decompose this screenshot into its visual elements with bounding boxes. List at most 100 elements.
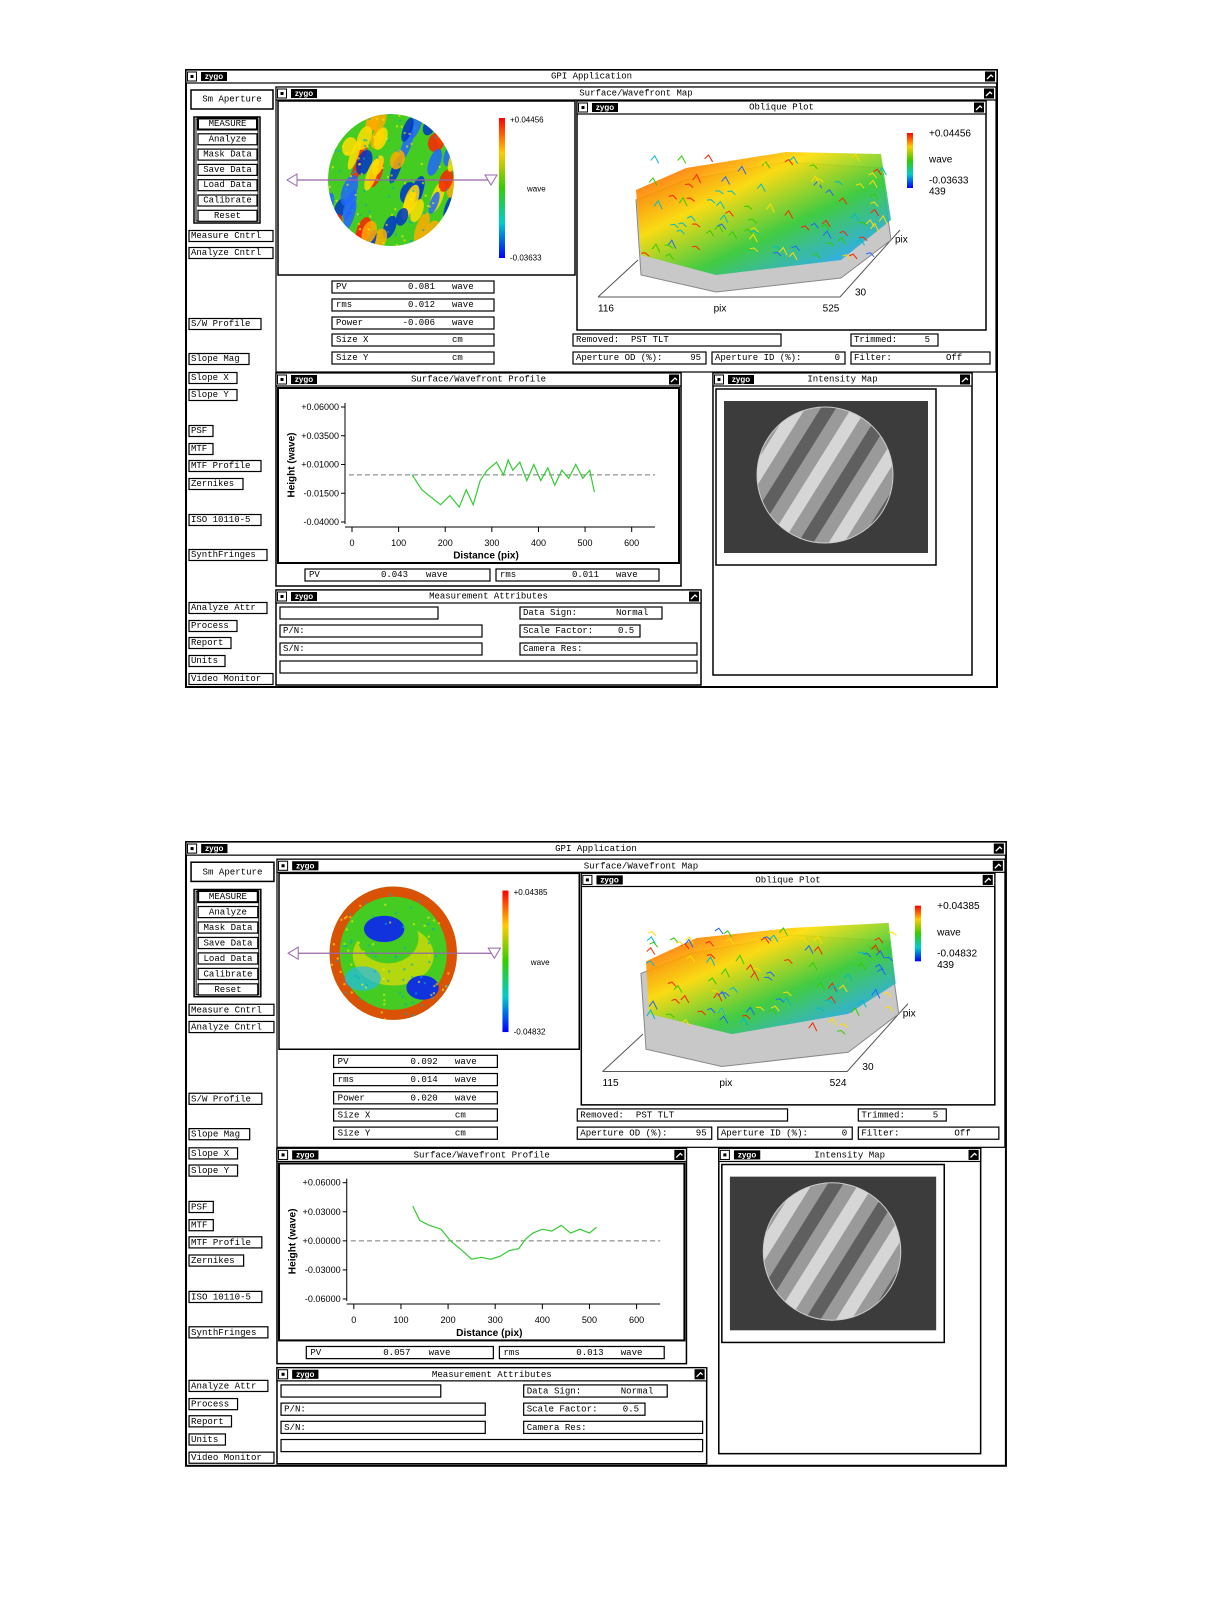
side-button[interactable] bbox=[188, 1200, 214, 1214]
command-button[interactable] bbox=[197, 967, 259, 981]
surface-speckle bbox=[383, 1003, 386, 1006]
command-button[interactable] bbox=[197, 209, 258, 222]
side-button[interactable] bbox=[188, 513, 262, 527]
side-button[interactable] bbox=[188, 1379, 269, 1393]
oblique-top bbox=[636, 152, 891, 275]
side-button[interactable] bbox=[188, 229, 274, 243]
surface-streak bbox=[410, 199, 424, 223]
side-button[interactable] bbox=[188, 246, 274, 260]
command-button[interactable] bbox=[197, 179, 258, 192]
oblique-texture bbox=[676, 229, 685, 235]
logo-badge bbox=[201, 844, 228, 854]
side-button[interactable] bbox=[188, 1147, 239, 1160]
oblique-texture bbox=[719, 214, 729, 224]
fringe bbox=[763, 1182, 889, 1321]
side-button[interactable] bbox=[188, 619, 238, 633]
data-sign-field bbox=[523, 1384, 668, 1398]
command-button[interactable] bbox=[197, 194, 258, 207]
result-field bbox=[332, 1126, 498, 1140]
side-button[interactable] bbox=[188, 1003, 275, 1016]
surface-blob bbox=[406, 975, 439, 1000]
surface-speckle bbox=[364, 203, 368, 207]
side-button[interactable] bbox=[188, 1219, 214, 1232]
logo: zygo bbox=[295, 89, 313, 98]
side-button-label: SynthFringes bbox=[191, 1327, 256, 1338]
side-button[interactable] bbox=[188, 672, 274, 686]
command-button[interactable] bbox=[197, 921, 259, 934]
y-tick-label: +0.03000 bbox=[303, 1207, 341, 1217]
window-title: Surface/Wavefront Map bbox=[584, 860, 698, 871]
surface-speckle bbox=[363, 144, 367, 148]
oblique-texture bbox=[865, 219, 875, 227]
command-button[interactable] bbox=[197, 890, 259, 904]
close-box-dot bbox=[585, 878, 589, 882]
side-button-label: Process bbox=[191, 1399, 229, 1410]
side-button[interactable] bbox=[188, 1451, 275, 1464]
intensity-rim bbox=[756, 406, 894, 544]
aperture-button-label: Sm Aperture bbox=[202, 95, 261, 105]
side-button[interactable] bbox=[188, 548, 268, 562]
side-button[interactable] bbox=[188, 459, 262, 473]
surface-speckle bbox=[343, 917, 347, 920]
surface-speckle bbox=[385, 223, 388, 227]
command-button[interactable] bbox=[197, 163, 258, 177]
surface-speckle bbox=[380, 1011, 384, 1014]
surface-speckle bbox=[389, 893, 392, 897]
side-button[interactable] bbox=[188, 1254, 245, 1267]
command-button[interactable] bbox=[197, 905, 259, 919]
side-button[interactable] bbox=[188, 352, 250, 366]
oblique-texture bbox=[706, 1007, 716, 1014]
x-tick-label: 600 bbox=[629, 1315, 644, 1325]
side-button[interactable] bbox=[188, 1415, 233, 1428]
side-button[interactable] bbox=[188, 388, 238, 402]
aperture-button[interactable] bbox=[190, 89, 274, 110]
side-button[interactable] bbox=[188, 477, 244, 491]
command-button-label: Mask Data bbox=[203, 150, 252, 160]
oblique-texture bbox=[821, 219, 831, 228]
side-button[interactable] bbox=[188, 1433, 227, 1446]
command-button[interactable] bbox=[197, 983, 259, 996]
oblique-texture bbox=[711, 990, 721, 995]
oblique-texture bbox=[798, 936, 808, 944]
surface-speckle bbox=[446, 984, 449, 988]
surface-speckle bbox=[423, 981, 427, 985]
oblique-texture bbox=[681, 1018, 691, 1027]
side-button[interactable] bbox=[188, 601, 268, 615]
result-field bbox=[332, 1072, 498, 1087]
side-button[interactable] bbox=[188, 1236, 263, 1249]
oblique-texture bbox=[784, 209, 794, 219]
side-button[interactable] bbox=[188, 317, 262, 331]
cut-marker-start bbox=[286, 173, 298, 187]
side-button[interactable] bbox=[188, 1092, 263, 1105]
side-button[interactable] bbox=[188, 442, 214, 456]
surface-speckle bbox=[413, 127, 416, 130]
result-field bbox=[331, 351, 495, 365]
command-button[interactable] bbox=[197, 117, 258, 131]
y-tick-label: +0.06000 bbox=[303, 1178, 341, 1188]
aperture-button[interactable] bbox=[190, 861, 275, 883]
side-button[interactable] bbox=[188, 1290, 263, 1304]
removed-field-text: Removed: bbox=[576, 335, 619, 345]
logo: zygo bbox=[205, 72, 223, 81]
oblique-texture bbox=[772, 246, 782, 251]
surface-speckle bbox=[336, 957, 339, 960]
command-button[interactable] bbox=[197, 148, 258, 161]
command-button[interactable] bbox=[197, 133, 258, 146]
command-button[interactable] bbox=[197, 936, 259, 950]
side-button[interactable] bbox=[188, 1164, 239, 1177]
side-button[interactable] bbox=[188, 1128, 251, 1141]
side-button[interactable] bbox=[188, 1397, 239, 1411]
side-button[interactable] bbox=[188, 654, 226, 668]
surface-speckle bbox=[354, 170, 357, 174]
surface-speckle bbox=[358, 904, 362, 907]
side-button[interactable] bbox=[188, 636, 232, 650]
profile-line bbox=[411, 458, 595, 509]
side-button[interactable] bbox=[188, 1326, 269, 1339]
command-button[interactable] bbox=[197, 952, 259, 965]
side-button[interactable] bbox=[188, 424, 214, 438]
side-button[interactable] bbox=[188, 371, 238, 385]
oblique-texture bbox=[828, 1017, 837, 1026]
result-field bbox=[332, 1091, 498, 1105]
side-button[interactable] bbox=[188, 1020, 275, 1034]
